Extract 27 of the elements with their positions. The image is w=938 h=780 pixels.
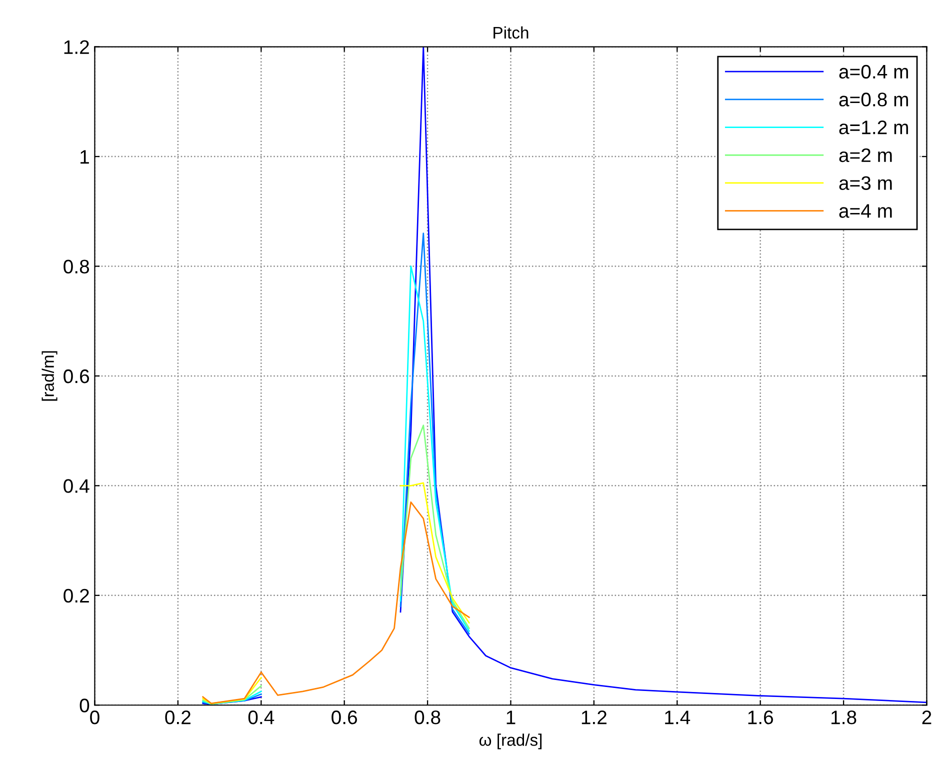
x-tick-label: 0.4 [248,710,274,724]
x-tick-label: 0.2 [165,710,190,724]
x-tick-label: 1 [506,710,516,724]
y-tick-label: 1.2 [64,40,89,54]
y-tick-label: 0.2 [64,588,89,603]
x-tick-label: 1.4 [665,710,690,724]
y-tick-label: 0.8 [64,260,90,274]
x-tick-label: 2 [922,710,932,724]
legend-label: a=2 m [839,148,892,162]
x-tick-label: 0.6 [332,710,357,724]
y-tick-label: 0.6 [64,369,90,384]
y-tick-label: 1 [80,150,89,164]
x-axis-title: ω [rad/s] [479,734,542,750]
legend-label: a=0.8 m [839,92,908,106]
y-axis-title: [rad/m] [42,351,58,401]
y-tick-label: 0.4 [64,479,90,493]
y-tick-label: 0 [80,698,90,712]
x-tick-label: 0.8 [414,710,440,724]
x-tick-label: 1.8 [832,710,856,724]
legend-label: a=3 m [839,176,892,190]
chart-title: Pitch [494,26,528,39]
x-tick-label: 1.2 [582,710,606,724]
legend-label: a=4 m [839,204,892,218]
x-tick-label: 1.6 [748,710,774,724]
legend-label: a=0.4 m [839,64,908,79]
x-tick-label: 0 [90,710,100,724]
legend-label: a=1.2 m [839,120,908,134]
